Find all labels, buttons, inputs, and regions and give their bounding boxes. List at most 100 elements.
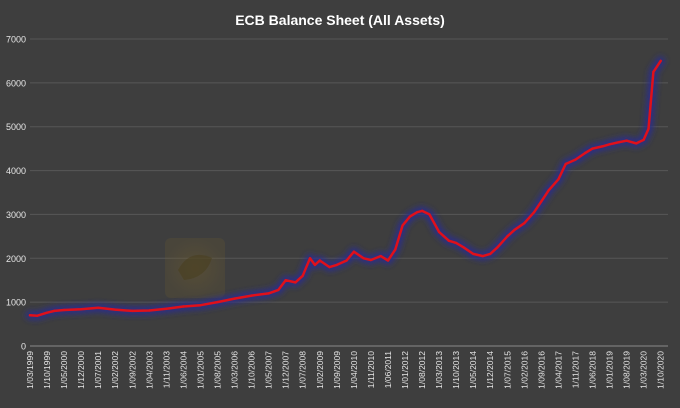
- y-tick-label: 2000: [6, 254, 26, 264]
- x-tick-label: 1/12/2007: [281, 351, 291, 389]
- data-point: [462, 246, 465, 249]
- x-tick-label: 1/06/2011: [383, 351, 393, 388]
- x-tick-label: 1/10/2020: [656, 351, 666, 389]
- data-point: [513, 228, 516, 231]
- x-axis-tick-labels: 1/03/1999 1/10/1999 1/05/2000 1/12/2000 1/07…: [25, 351, 666, 389]
- data-point: [379, 254, 382, 258]
- data-point: [345, 259, 348, 262]
- data-point: [428, 213, 431, 216]
- x-tick-label: 1/10/1999: [42, 351, 52, 389]
- data-point: [45, 311, 49, 314]
- data-point: [267, 292, 270, 295]
- data-point: [386, 259, 390, 262]
- y-tick-label: 1000: [6, 298, 26, 308]
- x-tick-label: 1/02/2002: [110, 351, 120, 389]
- data-point: [557, 178, 560, 181]
- data-point: [523, 222, 526, 225]
- data-point: [447, 239, 450, 242]
- data-point: [591, 147, 594, 150]
- series-line: [28, 59, 662, 317]
- data-point: [416, 211, 419, 214]
- data-point: [352, 250, 356, 253]
- data-point: [496, 246, 499, 249]
- data-point: [618, 140, 621, 144]
- data-point: [420, 209, 424, 213]
- data-point: [472, 252, 475, 256]
- data-point: [540, 200, 543, 203]
- data-point: [635, 142, 638, 145]
- data-point: [233, 297, 236, 300]
- watermark-logo: [165, 238, 225, 298]
- data-point: [53, 309, 56, 313]
- data-point: [114, 308, 117, 311]
- x-tick-label: 1/03/2013: [434, 351, 444, 389]
- x-tick-label: 1/02/2009: [315, 351, 325, 389]
- x-tick-label: 1/08/2019: [622, 351, 632, 389]
- data-point: [36, 314, 39, 317]
- gridlines: [30, 38, 668, 303]
- data-point: [335, 263, 338, 267]
- x-tick-label: 1/04/2017: [553, 351, 563, 389]
- x-tick-label: 1/08/2005: [213, 351, 223, 389]
- x-tick-label: 1/05/2014: [468, 351, 478, 389]
- data-point: [564, 162, 567, 166]
- data-point: [250, 294, 253, 297]
- x-tick-label: 1/09/2009: [332, 351, 342, 389]
- data-point: [454, 241, 458, 245]
- x-tick-label: 1/04/2010: [349, 351, 359, 389]
- x-tick-label: 1/11/2003: [161, 351, 171, 388]
- data-point: [637, 140, 640, 144]
- x-tick-label: 1/06/2004: [178, 351, 188, 389]
- data-point: [79, 308, 83, 311]
- data-point: [294, 281, 297, 284]
- chart-title: ECB Balance Sheet (All Assets): [235, 12, 445, 28]
- data-point: [481, 254, 485, 258]
- data-point: [532, 211, 536, 214]
- y-axis-tick-labels: 0 1000 2000 3000 4000 5000 6000 7000: [6, 35, 26, 352]
- x-tick-label: 1/11/2010: [366, 351, 376, 388]
- data-point: [647, 127, 650, 131]
- data-point: [318, 259, 321, 262]
- data-point: [574, 158, 577, 161]
- y-tick-label: 6000: [6, 78, 26, 88]
- x-tick-label: 1/01/2019: [605, 351, 615, 389]
- x-tick-label: 1/09/2002: [127, 351, 137, 389]
- x-tick-label: 1/03/2006: [230, 351, 240, 389]
- x-tick-label: 1/09/2016: [536, 351, 546, 389]
- data-point: [301, 274, 304, 277]
- x-tick-label: 1/02/2016: [519, 351, 529, 389]
- x-tick-label: 1/12/2000: [76, 351, 86, 389]
- data-point: [642, 138, 645, 142]
- x-tick-label: 1/04/2003: [144, 351, 154, 389]
- data-point: [437, 230, 441, 234]
- y-tick-label: 0: [21, 342, 26, 352]
- x-tick-label: 1/12/2014: [485, 351, 495, 389]
- x-tick-label: 1/11/2017: [570, 351, 580, 388]
- data-point: [216, 300, 219, 304]
- x-tick-label: 1/05/2007: [264, 351, 274, 389]
- data-point: [506, 235, 509, 238]
- data-point: [313, 263, 317, 267]
- data-point: [652, 70, 655, 74]
- data-point: [489, 252, 492, 256]
- x-tick-label: 1/10/2006: [247, 351, 257, 389]
- data-point: [199, 304, 202, 307]
- data-point: [601, 145, 604, 148]
- x-tick-label: 1/07/2001: [93, 351, 103, 389]
- data-point: [62, 308, 66, 312]
- data-point: [394, 248, 397, 251]
- data-point: [547, 189, 550, 192]
- x-tick-label: 1/03/1999: [25, 351, 35, 389]
- y-tick-label: 5000: [6, 122, 26, 132]
- data-point: [308, 257, 312, 260]
- x-tick-label: 1/01/2012: [400, 351, 410, 389]
- data-point: [131, 309, 134, 313]
- x-tick-label: 1/08/2012: [417, 351, 427, 389]
- x-tick-label: 1/06/2018: [588, 351, 598, 389]
- data-point: [284, 279, 287, 282]
- series-layer: [25, 56, 666, 321]
- data-point: [608, 143, 611, 146]
- y-tick-label: 7000: [6, 35, 26, 45]
- data-point: [328, 265, 331, 269]
- series-glow: [25, 56, 666, 321]
